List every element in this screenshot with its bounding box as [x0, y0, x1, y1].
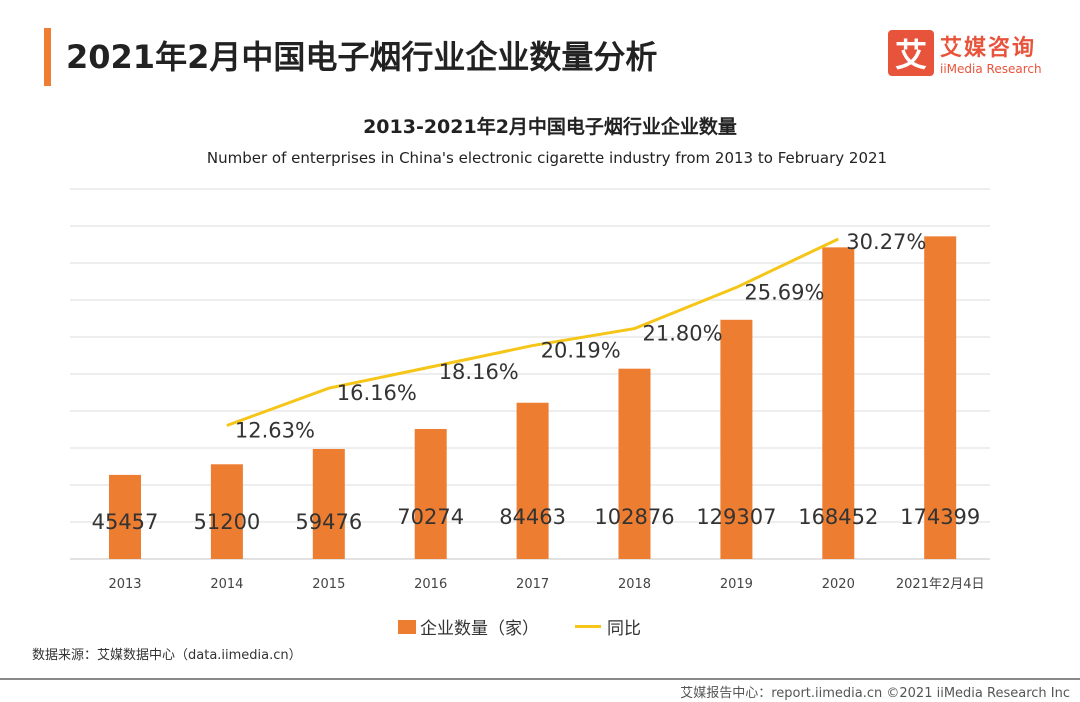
yoy-value-label: 16.16%	[337, 381, 417, 405]
legend: 企业数量（家） 同比	[398, 614, 641, 639]
yoy-line	[226, 237, 839, 427]
bar-value-label: 168452	[798, 505, 878, 529]
bar	[516, 402, 549, 559]
yoy-value-label: 25.69%	[744, 280, 824, 304]
bar-value-label: 102876	[594, 505, 674, 529]
bar-value-label: 59476	[295, 510, 362, 534]
bar	[210, 464, 243, 559]
logo-cn: 艾媒咨询	[940, 36, 1037, 61]
legend-bar-label: 企业数量（家）	[420, 619, 539, 639]
title-accent-bar	[44, 28, 51, 86]
footer-copyright: 艾媒报告中心：report.iimedia.cn ©2021 iiMedia R…	[680, 686, 1070, 701]
chart-subtitle: Number of enterprises in China's electro…	[206, 149, 888, 167]
x-tick-label: 2013	[108, 577, 141, 592]
bar	[414, 428, 447, 559]
x-tick-label: 2021年2月4日	[896, 577, 985, 592]
yoy-value-label: 30.27%	[846, 230, 926, 254]
x-tick-label: 2016	[414, 577, 447, 592]
logo-en: iiMedia Research	[940, 62, 1042, 76]
bar-value-label: 70274	[397, 505, 464, 529]
x-tick-label: 2019	[720, 577, 753, 592]
x-tick-label: 2015	[312, 577, 345, 592]
page-title: 2021年2月中国电子烟行业企业数量分析	[66, 38, 658, 76]
yoy-value-label: 18.16%	[439, 360, 519, 384]
x-tick-label: 2018	[618, 577, 651, 592]
bar-value-label: 84463	[499, 505, 566, 529]
bar	[618, 368, 651, 559]
data-source: 数据来源：艾媒数据中心（data.iimedia.cn）	[32, 648, 302, 663]
bar-value-label: 51200	[193, 510, 260, 534]
iimedia-logo: 艾 艾媒咨询 iiMedia Research	[888, 30, 1042, 76]
chart-title: 2013-2021年2月中国电子烟行业企业数量	[363, 116, 737, 138]
bar	[720, 319, 753, 559]
legend-line-label: 同比	[607, 619, 641, 639]
yoy-value-label: 21.80%	[643, 322, 723, 346]
logo-mark: 艾	[888, 30, 934, 76]
bar	[109, 474, 141, 559]
bar-value-label: 45457	[92, 510, 159, 534]
bar	[312, 448, 345, 559]
legend-line-swatch	[575, 625, 601, 628]
x-tick-label: 2017	[516, 577, 549, 592]
footer-divider	[0, 678, 1080, 680]
bar	[924, 236, 957, 559]
x-tick-label: 2020	[822, 577, 855, 592]
yoy-value-label: 12.63%	[235, 418, 315, 442]
bar-value-label: 174399	[900, 505, 980, 529]
legend-bar-swatch	[398, 619, 416, 634]
bar-value-label: 129307	[696, 505, 776, 529]
x-tick-label: 2014	[210, 577, 243, 592]
yoy-value-label: 20.19%	[541, 339, 621, 363]
bar	[822, 247, 855, 559]
